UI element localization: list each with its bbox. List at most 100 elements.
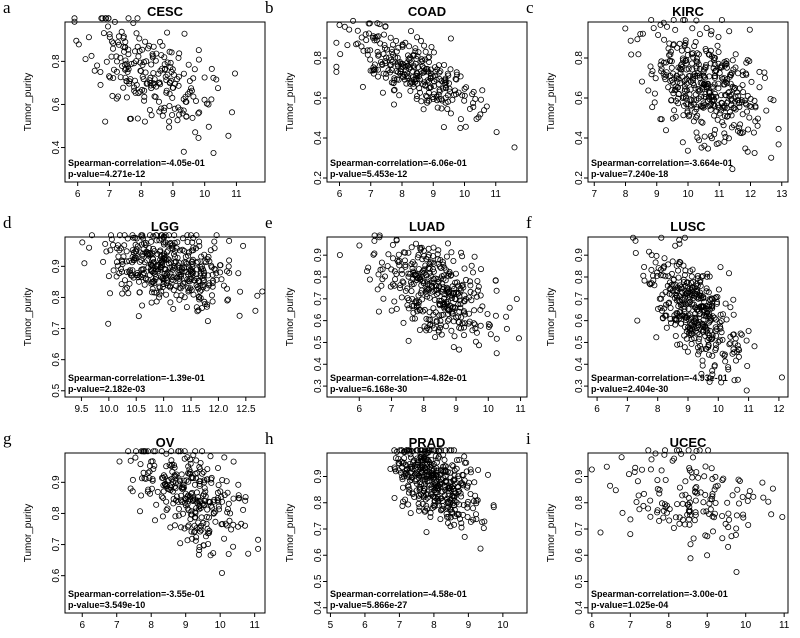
scatter-point xyxy=(198,526,205,533)
scatter-point xyxy=(163,463,170,470)
scatter-point xyxy=(427,316,434,323)
scatter-point xyxy=(146,462,153,469)
scatter-point xyxy=(428,282,435,289)
scatter-point xyxy=(122,286,129,293)
scatter-point xyxy=(750,493,757,500)
scatter-point xyxy=(685,316,692,323)
scatter-point xyxy=(193,259,200,266)
scatter-point xyxy=(712,499,719,506)
scatter-point xyxy=(158,52,165,59)
scatter-point xyxy=(200,502,207,509)
y-tick-label: 0.5 xyxy=(313,335,324,349)
scatter-point xyxy=(208,292,215,299)
scatter-point xyxy=(149,52,156,59)
scatter-point xyxy=(698,304,705,311)
y-tick-label: 0.6 xyxy=(313,548,324,562)
scatter-point xyxy=(692,91,699,98)
scatter-point xyxy=(648,456,655,463)
scatter-point xyxy=(479,87,486,94)
scatter-point xyxy=(145,244,152,251)
scatter-point xyxy=(194,308,201,315)
scatter-point xyxy=(446,485,453,492)
scatter-point xyxy=(135,274,142,281)
scatter-point xyxy=(196,503,203,510)
scatter-point xyxy=(430,49,437,56)
scatter-point xyxy=(437,507,444,514)
scatter-point xyxy=(470,104,477,111)
x-tick-label: 11 xyxy=(231,189,242,200)
scatter-point xyxy=(718,329,725,336)
scatter-point xyxy=(687,512,694,519)
scatter-point xyxy=(434,104,441,111)
scatter-point xyxy=(742,145,749,152)
scatter-point xyxy=(200,468,207,475)
scatter-point xyxy=(485,320,492,327)
scatter-point xyxy=(431,72,438,79)
scatter-point xyxy=(744,108,751,115)
scatter-point xyxy=(408,476,415,483)
spearman-correlation: Spearman-correlation=-6.06e-01 xyxy=(330,158,467,168)
scatter-point xyxy=(706,378,713,385)
scatter-point xyxy=(353,41,360,48)
scatter-point xyxy=(679,500,686,507)
scatter-point xyxy=(365,30,372,37)
scatter-point xyxy=(469,100,476,107)
scatter-point xyxy=(115,253,122,260)
scatter-point xyxy=(122,57,129,64)
scatter-point xyxy=(405,337,412,344)
scatter-point xyxy=(186,78,193,85)
scatter-point xyxy=(455,475,462,482)
scatter-point xyxy=(682,93,689,100)
scatter-point xyxy=(415,292,422,299)
scatter-point xyxy=(457,125,464,132)
scatter-point xyxy=(436,297,443,304)
scatter-point xyxy=(442,75,449,82)
scatter-point xyxy=(676,40,683,47)
scatter-point xyxy=(675,90,682,97)
scatter-point xyxy=(405,297,412,304)
scatter-point xyxy=(105,23,112,30)
scatter-point xyxy=(451,506,458,513)
scatter-point xyxy=(400,498,407,505)
scatter-point xyxy=(150,269,157,276)
x-tick-label: 8 xyxy=(431,620,437,631)
scatter-point xyxy=(193,475,200,482)
scatter-point xyxy=(417,37,424,44)
scatter-point xyxy=(700,499,707,506)
scatter-point xyxy=(197,283,204,290)
scatter-point xyxy=(195,497,202,504)
scatter-point xyxy=(405,482,412,489)
scatter-point xyxy=(442,79,449,86)
x-tick-label: 7 xyxy=(625,404,631,415)
scatter-point xyxy=(374,286,381,293)
x-tick-label: 12.5 xyxy=(236,404,256,415)
scatter-point xyxy=(167,270,174,277)
scatter-point xyxy=(658,467,665,474)
scatter-point xyxy=(706,313,713,320)
scatter-point xyxy=(466,278,473,285)
scatter-point xyxy=(458,493,465,500)
scatter-point xyxy=(751,149,758,156)
scatter-point xyxy=(391,282,398,289)
scatter-point xyxy=(466,105,473,112)
scatter-point xyxy=(700,81,707,88)
scatter-point xyxy=(204,466,211,473)
scatter-point xyxy=(181,30,188,37)
scatter-point xyxy=(706,311,713,318)
scatter-point xyxy=(161,250,168,257)
scatter-point xyxy=(451,333,458,340)
scatter-point xyxy=(437,447,444,454)
scatter-point xyxy=(693,281,700,288)
scatter-point xyxy=(170,305,177,312)
scatter-point xyxy=(475,342,482,349)
scatter-point xyxy=(136,289,143,296)
scatter-point xyxy=(146,107,153,114)
scatter-point xyxy=(461,298,468,305)
scatter-point xyxy=(705,344,712,351)
scatter-point xyxy=(706,500,713,507)
scatter-point xyxy=(676,236,683,243)
scatter-point xyxy=(370,251,377,258)
scatter-point xyxy=(726,341,733,348)
scatter-point xyxy=(196,238,203,245)
scatter-point xyxy=(652,259,659,266)
